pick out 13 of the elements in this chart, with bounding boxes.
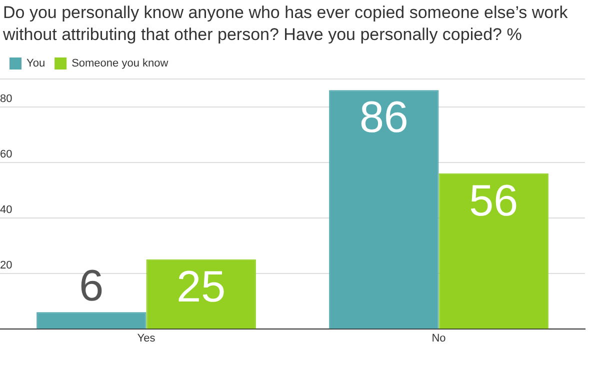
chart-title: Do you personally know anyone who has ever copied someone else’s work without attributing that other person? Have you personally copied? % (3, 2, 569, 46)
x-tick-label: No (432, 332, 446, 344)
x-tick-label: Yes (137, 332, 156, 344)
data-label: 86 (359, 93, 408, 142)
y-tick-label: 20 (0, 259, 12, 272)
data-label: 25 (176, 262, 226, 312)
legend-label: Someone you know (72, 58, 168, 70)
legend-label: You (26, 58, 46, 70)
data-label: 56 (469, 176, 518, 226)
y-tick-label: 40 (0, 204, 12, 216)
y-tick-label: 60 (0, 148, 12, 160)
data-label: 6 (79, 261, 104, 310)
y-tick-label: 80 (0, 92, 12, 105)
